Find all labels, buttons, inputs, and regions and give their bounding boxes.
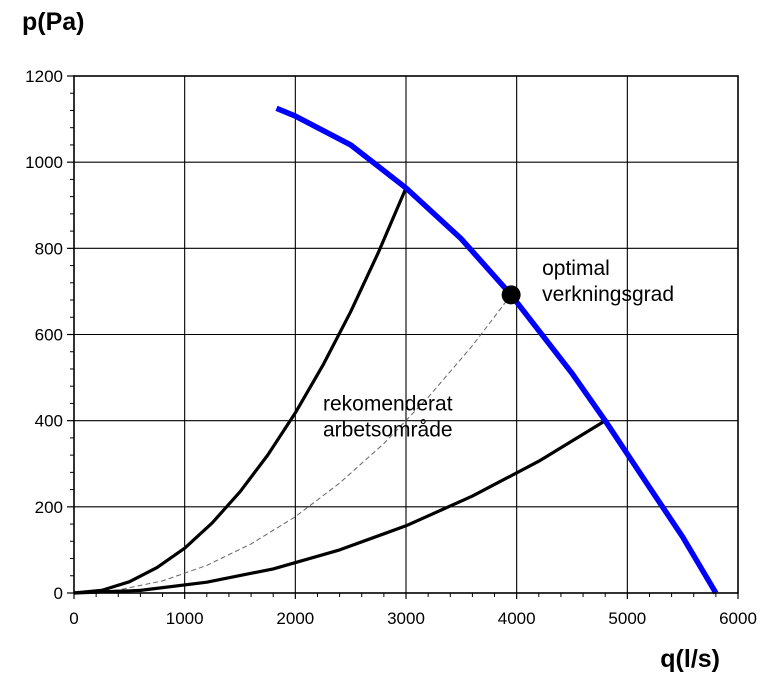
- tick-labels: 0 1000 2000 3000 4000 5000 6000 0 200 400 600 800 10…: [25, 67, 757, 628]
- annotation-range-line: arbetsområde: [323, 418, 453, 441]
- grid: [74, 76, 738, 593]
- annotations: optimal verkningsgrad rekomenderat arbetsom…: [323, 257, 674, 441]
- y-tick-label: 1200: [25, 67, 63, 86]
- plot-frame: [73, 75, 739, 594]
- x-axis-title: q(l/s): [660, 645, 720, 673]
- y-tick-label: 600: [35, 326, 63, 345]
- y-tick-label: 0: [54, 584, 63, 603]
- x-tick-label: 0: [69, 609, 78, 628]
- x-tick-label: 5000: [608, 609, 646, 628]
- system-curve-upper: [73, 187, 408, 595]
- optimal-point-marker: [501, 285, 521, 305]
- x-tick-label: 3000: [387, 609, 425, 628]
- y-tick-label: 1000: [25, 153, 63, 172]
- x-tick-label: 6000: [719, 609, 757, 628]
- markers: [501, 285, 521, 305]
- x-tick-label: 2000: [276, 609, 314, 628]
- ticks: [67, 75, 739, 599]
- x-tick-label: 4000: [498, 609, 536, 628]
- y-tick-label: 200: [35, 498, 63, 517]
- annotation-optimal-line: verkningsgrad: [542, 283, 674, 306]
- y-tick-label: 800: [35, 239, 63, 258]
- series: [73, 105, 719, 595]
- x-tick-label: 1000: [166, 609, 204, 628]
- y-axis-title: p(Pa): [22, 8, 85, 36]
- annotation-range-line: rekomenderat: [323, 392, 453, 415]
- system-curve-lower: [73, 419, 607, 595]
- y-tick-label: 400: [35, 412, 63, 431]
- fan-curve: [275, 105, 719, 595]
- system-curve-optimal: [73, 294, 512, 594]
- annotation-optimal-line: optimal: [542, 257, 610, 280]
